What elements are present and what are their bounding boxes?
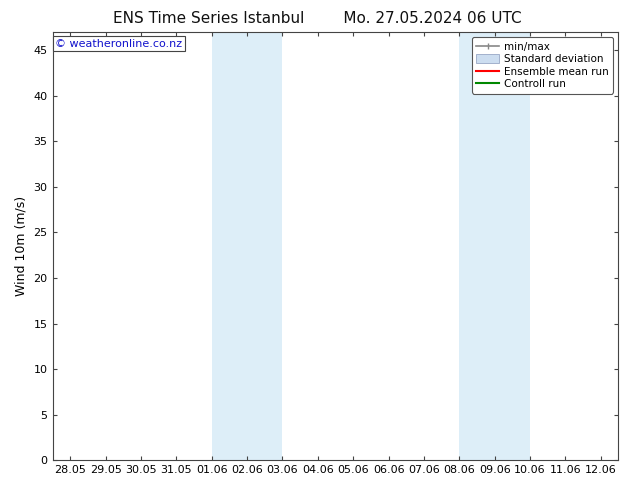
Text: ENS Time Series Istanbul        Mo. 27.05.2024 06 UTC: ENS Time Series Istanbul Mo. 27.05.2024 … [113, 11, 521, 26]
Text: © weatheronline.co.nz: © weatheronline.co.nz [55, 39, 183, 49]
Legend: min/max, Standard deviation, Ensemble mean run, Controll run: min/max, Standard deviation, Ensemble me… [472, 37, 613, 94]
Bar [459, 32, 530, 460]
Y-axis label: Wind 10m (m/s): Wind 10m (m/s) [15, 196, 28, 296]
Bar [212, 32, 283, 460]
